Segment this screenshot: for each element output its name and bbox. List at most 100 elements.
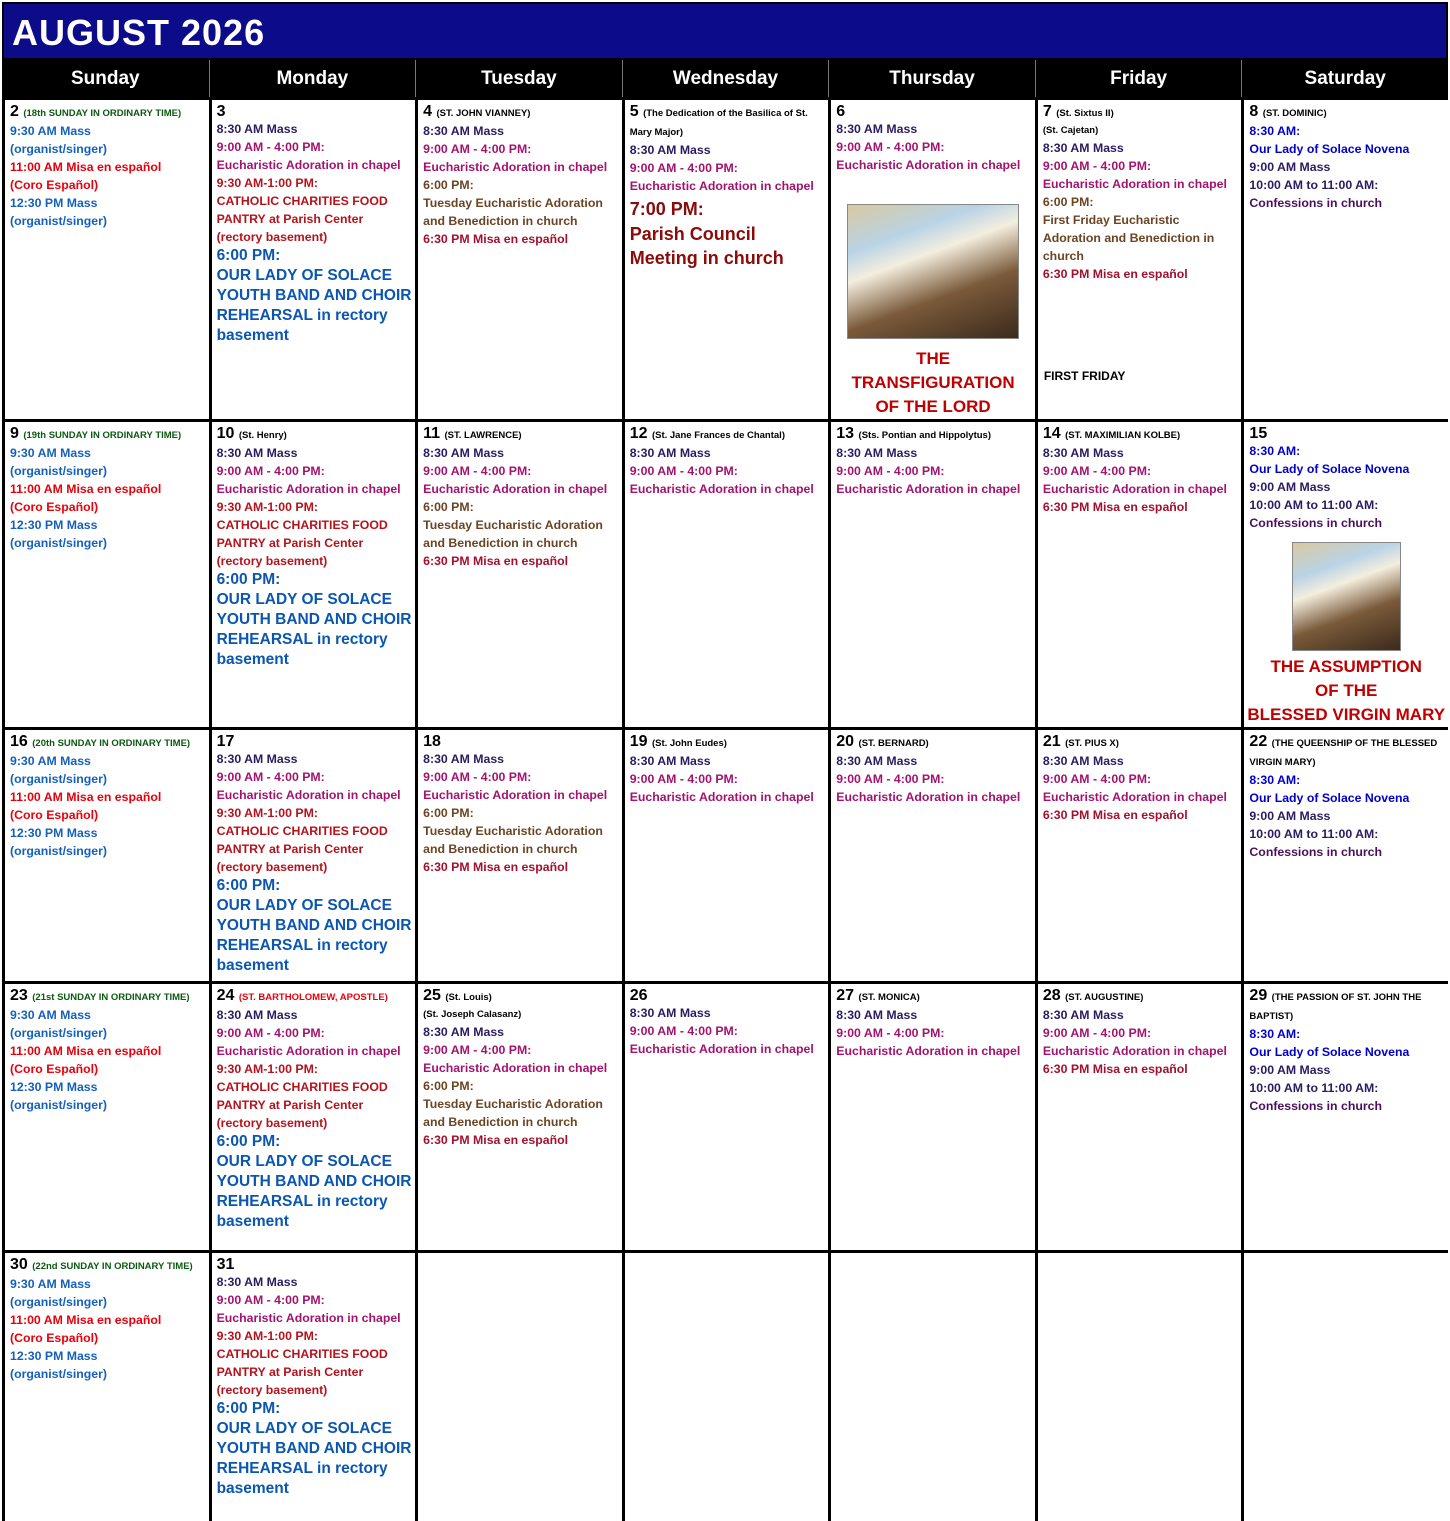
event-line: 8:30 AM Mass [1042, 754, 1124, 768]
event-line: Our Lady of Solace Novena [1249, 462, 1410, 476]
event-line: 12:30 PM Mass [10, 826, 98, 840]
weekday-label: Friday [1034, 60, 1242, 97]
title: AUGUST 2026 [12, 12, 266, 53]
day-cell: 7 (St. Sixtus II) (St. Cajetan) 8:30 AM Ma… [1037, 100, 1242, 419]
featured-line: 6:00 PM: [216, 1133, 281, 1150]
featured-line: OUR LADY OF SOLACE [216, 591, 392, 608]
event-line: Eucharistic Adoration in chapel [423, 482, 608, 496]
event-line: 8:30 AM Mass [1042, 446, 1124, 460]
event-line: 12:30 PM Mass [10, 1349, 98, 1363]
event-line: (organist/singer) [10, 1367, 108, 1381]
day-cell: 21 (ST. PIUS X) 8:30 AM Mass 9:00 AM - 4:0… [1037, 730, 1242, 981]
event-line: 8:30 AM: [1249, 444, 1301, 458]
day-header: 10 (St. Henry) [217, 425, 416, 444]
day-header: 6 [836, 103, 1035, 120]
feast-image [847, 204, 1020, 339]
event-line: PANTRY at Parish Center [216, 842, 364, 856]
event-line: 8:30 AM Mass [423, 752, 505, 766]
day-cell: 30 (22nd SUNDAY IN ORDINARY TIME) 9:30 AM… [5, 1253, 209, 1521]
day-number: 11 [423, 425, 441, 442]
event-line: 12:30 PM Mass [10, 196, 98, 210]
day-cell: 29 (THE PASSION OF ST. JOHN THE BAPTIST)… [1244, 984, 1448, 1250]
day-number: 20 [836, 733, 855, 750]
event-line: Tuesday Eucharistic Adoration [423, 1097, 603, 1111]
event-line: CATHOLIC CHARITIES FOOD [216, 1080, 388, 1094]
event-line: 9:30 AM Mass [10, 446, 91, 460]
featured-line: 7:00 PM: [629, 199, 704, 219]
event-line: 9:00 AM - 4:00 PM: [216, 770, 325, 784]
event-line: (rectory basement) [216, 554, 328, 568]
event-line: First Friday Eucharistic [1042, 213, 1180, 227]
weekday-label: Saturday [1241, 60, 1448, 97]
event-line: Eucharistic Adoration in chapel [836, 1044, 1021, 1058]
event-line: 8:30 AM Mass [836, 446, 918, 460]
day-header: 31 [217, 1256, 416, 1273]
feast-name: (St. John Eudes) [651, 738, 727, 749]
event-line: Eucharistic Adoration in chapel [629, 482, 814, 496]
event-line: 8:30 AM Mass [836, 122, 918, 136]
event-line: 9:00 AM - 4:00 PM: [1042, 1026, 1152, 1040]
event-line: 8:30 AM Mass [216, 446, 298, 460]
featured-line: basement [216, 1213, 289, 1230]
event-line: (organist/singer) [10, 1295, 108, 1309]
day-cell [418, 1253, 622, 1521]
event-line: and Benediction in church [423, 842, 578, 856]
event-line: Eucharistic Adoration in chapel [1042, 790, 1227, 804]
day-number: 28 [1042, 987, 1061, 1004]
event-line: 9:00 AM - 4:00 PM: [216, 464, 325, 478]
event-line: 10:00 AM to 11:00 AM: [1249, 1081, 1379, 1095]
day-cell [831, 1253, 1035, 1521]
event-line: 11:00 AM Misa en español [10, 1313, 162, 1327]
event-line: Eucharistic Adoration in chapel [836, 158, 1021, 172]
featured-line: YOUTH BAND AND CHOIR [216, 1173, 412, 1190]
day-cell: 10 (St. Henry) 8:30 AM Mass 9:00 AM - 4:00… [211, 422, 416, 727]
day-cell: 9 (19th SUNDAY IN ORDINARY TIME) 9:30 AM … [5, 422, 209, 727]
event-line: Eucharistic Adoration in chapel [216, 482, 401, 496]
day-header: 26 [630, 987, 829, 1004]
day-cell: 12 (St. Jane Frances de Chantal) 8:30 AM … [624, 422, 829, 727]
event-line: and Benediction in church [423, 536, 578, 550]
event-line: Our Lady of Solace Novena [1249, 1045, 1410, 1059]
event-line: 9:30 AM Mass [10, 124, 91, 138]
event-line: 9:00 AM - 4:00 PM: [836, 464, 945, 478]
feast-name: (THE PASSION OF ST. JOHN THE BAPTIST) [1249, 992, 1422, 1022]
event-line: 8:30 AM Mass [836, 754, 918, 768]
event-line: 11:00 AM Misa en español [10, 1044, 162, 1058]
day-cell [1244, 1253, 1448, 1521]
featured-line: REHEARSAL in rectory [216, 1193, 388, 1210]
event-line: 6:30 PM Misa en español [423, 1133, 569, 1147]
day-cell: 22 (THE QUEENSHIP OF THE BLESSED VIRGIN … [1244, 730, 1448, 981]
feast-name: (21st SUNDAY IN ORDINARY TIME) [32, 992, 190, 1003]
featured-line: 6:00 PM: [216, 877, 281, 894]
day-cell: 17 8:30 AM Mass 9:00 AM - 4:00 PM: Eucharis… [211, 730, 416, 981]
event-line: 9:00 AM - 4:00 PM: [423, 464, 532, 478]
featured-line: 6:00 PM: [216, 1400, 281, 1417]
feast-block: THE TRANSFIGURATION OF THE LORD [836, 204, 1035, 419]
day-header: 21 (ST. PIUS X) [1043, 733, 1242, 752]
featured-line: 6:00 PM: [216, 571, 281, 588]
event-line: 6:30 PM Misa en español [1042, 808, 1188, 822]
event-line: 10:00 AM to 11:00 AM: [1249, 178, 1379, 192]
day-header: 29 (THE PASSION OF ST. JOHN THE BAPTIST) [1249, 987, 1448, 1025]
day-number: 21 [1042, 733, 1061, 750]
feast-name: (ST. JOHN VIANNEY) [436, 108, 531, 119]
event-line: (rectory basement) [216, 1116, 328, 1130]
event-line: (rectory basement) [216, 860, 328, 874]
event-line: 9:00 AM Mass [1249, 160, 1331, 174]
event-line: 9:00 AM - 4:00 PM: [216, 1026, 325, 1040]
day-number: 12 [629, 425, 648, 442]
event-line: (organist/singer) [10, 1098, 108, 1112]
weekday-label: Thursday [828, 60, 1035, 97]
event-line: 8:30 AM Mass [423, 446, 505, 460]
day-header: 12 (St. Jane Frances de Chantal) [630, 425, 829, 444]
day-number: 25 [423, 987, 441, 1004]
event-line: 9:00 AM - 4:00 PM: [423, 1043, 532, 1057]
weekday-label: Tuesday [415, 60, 622, 97]
feast-name: (20th SUNDAY IN ORDINARY TIME) [32, 738, 191, 749]
event-line: 9:30 AM-1:00 PM: [216, 806, 318, 820]
event-line: Eucharistic Adoration in chapel [216, 158, 401, 172]
event-line: Confessions in church [1249, 196, 1382, 210]
day-number: 13 [836, 425, 855, 442]
day-cell: 24 (ST. BARTHOLOMEW, APOSTLE) 8:30 AM Mas… [211, 984, 416, 1250]
event-line: 9:00 AM - 4:00 PM: [1042, 159, 1152, 173]
